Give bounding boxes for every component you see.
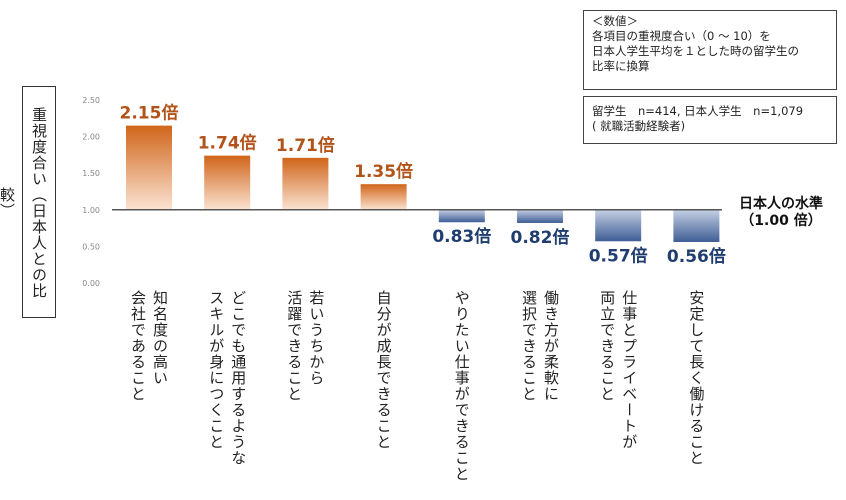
category-label: 知名度の高い 会社であること [127, 290, 171, 402]
bar-value-label: 1.35倍 [354, 161, 413, 182]
definition-note: ＜数値＞ 各項目の重視度合い（0 ～ 10）を 日本人学生平均を１とした時の留学… [583, 10, 837, 90]
bar [282, 157, 329, 210]
category-label: 安定して長く働けること [685, 290, 707, 466]
category-label-line: スキルが身につくこと [207, 290, 226, 450]
baseline-label-title: 日本人の水準 [739, 196, 823, 212]
y-axis-label-box: 重視度合い（日本人との比較） [0, 86, 56, 318]
bar [595, 209, 642, 242]
category-label-line: 活躍できること [285, 290, 304, 402]
bar [517, 209, 563, 223]
category-label-line: 知名度の高い [151, 290, 169, 386]
y-tick-label: 1.50 [82, 169, 100, 178]
bar [438, 209, 485, 223]
y-tick-label: 2.00 [82, 133, 100, 142]
category-label: どこでも通用するような スキルが身につくこと [205, 290, 249, 466]
definition-note-line: ＜数値＞ [592, 14, 638, 28]
category-label-line: 働き方が柔軟に [542, 290, 560, 402]
category-label: 自分が成長できること [373, 290, 395, 450]
definition-note-line: 各項目の重視度合い（0 ～ 10）を [592, 29, 771, 43]
y-tick-label: 1.00 [82, 206, 100, 215]
category-label-line: 両立できること [598, 290, 617, 402]
bar-value-label: 0.83倍 [432, 226, 491, 247]
y-tick-label: 2.50 [82, 96, 100, 105]
bar-value-label: 0.57倍 [589, 245, 648, 266]
category-label-line: 選択できること [520, 290, 538, 402]
sample-size-line: 留学生 n=414, 日本人学生 n=1,079 [592, 104, 804, 118]
category-label-line: やりたい仕事ができること [452, 290, 471, 482]
category-label-line: 仕事とプライベートが [620, 290, 639, 450]
bar-value-label: 1.74倍 [198, 133, 257, 154]
bar-value-label: 0.82倍 [511, 227, 570, 248]
bar-value-label: 0.56倍 [667, 246, 726, 267]
category-label-line: 自分が成長できること [374, 290, 393, 450]
sample-size-line: ( 就職活動経験者) [592, 119, 686, 133]
bar [360, 184, 407, 210]
bar [673, 209, 720, 243]
category-label: 働き方が柔軟に 選択できること [518, 290, 562, 402]
category-label-line: 若いうちから [307, 290, 326, 386]
category-label-line: 安定して長く働けること [687, 290, 706, 466]
bar [126, 125, 172, 210]
category-label: 若いうちから 活躍できること [283, 290, 327, 402]
category-label: やりたい仕事ができること [451, 290, 473, 482]
bar-value-label: 2.15倍 [120, 103, 179, 124]
bar [204, 155, 251, 210]
y-tick-label: 0.00 [82, 279, 100, 288]
baseline-label-value: （1.00 倍） [740, 213, 822, 229]
sample-size-note: 留学生 n=414, 日本人学生 n=1,079 ( 就職活動経験者) [583, 96, 837, 144]
y-axis-label: 重視度合い（日本人との比較） [0, 107, 48, 299]
category-label-line: どこでも通用するような [229, 290, 248, 466]
baseline-label: 日本人の水準 （1.00 倍） [722, 196, 840, 230]
category-label-line: 会社であること [129, 290, 147, 402]
category-label: 仕事とプライベートが 両立できること [596, 290, 640, 450]
y-tick-label: 0.50 [82, 242, 100, 251]
definition-note-line: 比率に換算 [592, 59, 650, 73]
definition-note-line: 日本人学生平均を１とした時の留学生の [592, 44, 799, 58]
bar-value-label: 1.71倍 [276, 135, 335, 156]
